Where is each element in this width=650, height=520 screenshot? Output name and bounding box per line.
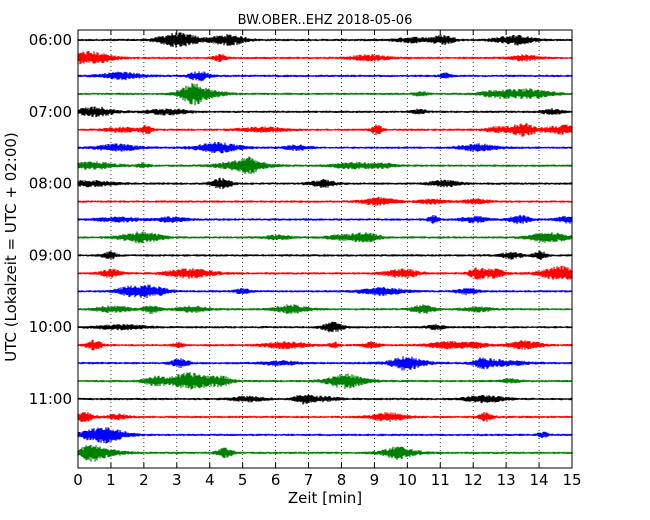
x-tick-label: 5 (238, 471, 248, 489)
trace-0800 (77, 177, 573, 190)
trace-1145 (77, 445, 573, 462)
y-tick-label: 06:00 (29, 31, 72, 49)
y-tick-label: 09:00 (29, 246, 72, 264)
trace-0930 (77, 284, 573, 299)
plot-frame (77, 29, 573, 469)
y-tick-label: 08:00 (29, 175, 72, 193)
y-tick-label: 10:00 (29, 318, 72, 336)
trace-0615 (77, 51, 573, 65)
trace-1000 (77, 321, 573, 333)
x-tick-label: 4 (205, 471, 215, 489)
x-tick-label: 7 (304, 471, 314, 489)
x-tick-label: 9 (370, 471, 380, 489)
x-tick-label: 13 (497, 471, 516, 489)
trace-0730 (77, 141, 573, 154)
y-tick-label: 11:00 (29, 390, 72, 408)
trace-0830 (77, 214, 573, 225)
trace-0700 (77, 106, 573, 118)
y-tick-label: 07:00 (29, 103, 72, 121)
x-tick-label: 15 (562, 471, 581, 489)
trace-1045 (77, 372, 573, 390)
trace-1100 (77, 394, 573, 405)
trace-0900 (77, 250, 573, 260)
x-tick-label: 3 (172, 471, 182, 489)
trace-1115 (77, 411, 573, 422)
trace-0815 (77, 197, 573, 206)
y-axis-ticks: 06:00 07:00 08:00 09:00 10:00 11:00 (29, 31, 572, 408)
x-tick-label: 10 (398, 471, 417, 489)
x-tick-label: 6 (271, 471, 281, 489)
trace-1015 (77, 339, 573, 351)
x-tick-label: 14 (530, 471, 549, 489)
x-tick-label: 11 (431, 471, 450, 489)
x-tick-label: 2 (139, 471, 149, 489)
x-axis-label: Zeit [min] (288, 489, 362, 507)
trace-0915 (77, 265, 573, 280)
trace-1030 (77, 356, 573, 371)
trace-0745 (77, 156, 573, 174)
x-axis-ticks: 0 1 2 3 4 5 6 7 8 9 10 11 12 13 14 15 (73, 30, 582, 489)
x-tick-label: 8 (337, 471, 347, 489)
x-tick-label: 12 (464, 471, 483, 489)
x-tick-label: 1 (106, 471, 116, 489)
y-axis-label: UTC (Lokalzeit = UTC + 02:00) (2, 132, 20, 362)
trace-0715 (77, 123, 573, 137)
trace-0845 (77, 231, 573, 244)
trace-1130 (77, 427, 573, 444)
trace-0600 (77, 32, 573, 48)
trace-0630 (77, 71, 573, 82)
trace-0945 (77, 304, 573, 314)
chart-title: BW.OBER..EHZ 2018-05-06 (238, 13, 413, 28)
x-tick-label: 0 (73, 471, 83, 489)
trace-group (77, 32, 573, 462)
trace-0645 (77, 83, 573, 106)
